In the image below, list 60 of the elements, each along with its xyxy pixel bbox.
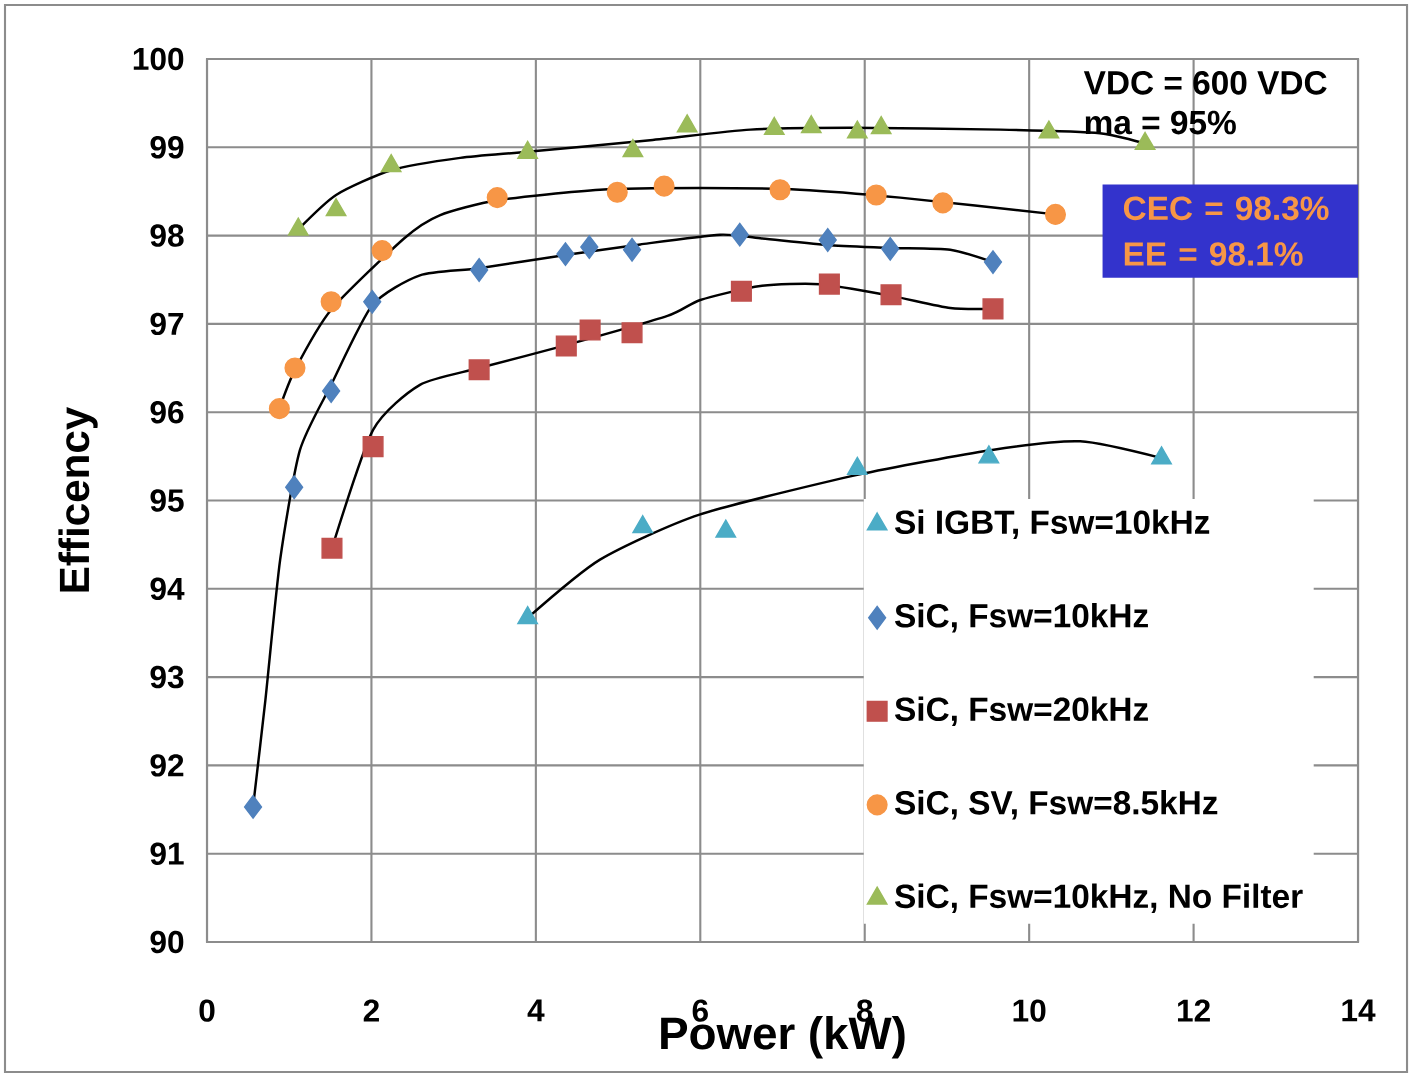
point (243, 794, 263, 819)
y-tick-label: 98 (150, 224, 184, 247)
point (1044, 203, 1067, 225)
y-tick-label: 95 (150, 489, 184, 512)
y-tick-label: 97 (150, 312, 184, 336)
y-tick-label: 90 (150, 930, 184, 954)
point (469, 258, 489, 282)
annotation: CEC = 98.3% (1123, 196, 1329, 221)
point (982, 298, 1004, 320)
x-tick-label: 12 (1177, 999, 1210, 1022)
x-tick-label: 10 (1013, 999, 1046, 1022)
x-tick-label: 14 (1342, 999, 1376, 1022)
point (621, 322, 643, 344)
point (468, 359, 490, 381)
x-tick-label: 2 (363, 999, 379, 1022)
annotation: ma = 95% (1085, 110, 1236, 135)
point (622, 237, 642, 262)
point (881, 236, 900, 261)
point (769, 179, 791, 201)
point (580, 235, 599, 260)
point (932, 192, 954, 214)
point (730, 222, 749, 247)
point (880, 284, 902, 306)
y-tick-label: 100 (133, 47, 184, 71)
point (555, 335, 577, 357)
y-tick-label: 92 (150, 754, 184, 777)
point (320, 291, 342, 313)
point (556, 242, 575, 267)
point (486, 187, 508, 209)
annotation: EE = 98.1% (1124, 242, 1303, 266)
point (268, 398, 290, 420)
point (983, 250, 1003, 275)
point (579, 319, 601, 341)
point (818, 273, 840, 295)
y-axis-title: Efficency (58, 406, 98, 592)
x-tick-label: 4 (527, 999, 545, 1022)
legend-label: SiC, Fsw=20kHz (894, 696, 1148, 726)
point (362, 436, 384, 458)
legend-label: SiC, SV, Fsw=8.5kHz (894, 790, 1218, 820)
point (322, 379, 341, 403)
point (730, 280, 752, 302)
point (285, 475, 304, 500)
y-tick-label: 99 (150, 136, 184, 159)
point (865, 184, 887, 206)
y-tick-label: 94 (150, 577, 185, 601)
point (371, 240, 393, 262)
point (363, 289, 382, 314)
point (321, 537, 343, 559)
point (284, 357, 306, 379)
y-tick-label: 91 (150, 842, 184, 865)
y-tick-label: 96 (150, 400, 184, 424)
x-tick-label: 0 (199, 999, 215, 1022)
point (606, 181, 628, 203)
legend-label: Si IGBT, Fsw=10kHz (894, 509, 1210, 539)
legend-label: SiC, Fsw=10kHz (894, 603, 1148, 633)
point (818, 228, 837, 252)
point (653, 175, 675, 197)
y-tick-label: 93 (150, 665, 184, 689)
annotation: VDC = 600 VDC (1083, 71, 1327, 95)
legend-label: SiC, Fsw=10kHz, No Filter (894, 883, 1303, 913)
